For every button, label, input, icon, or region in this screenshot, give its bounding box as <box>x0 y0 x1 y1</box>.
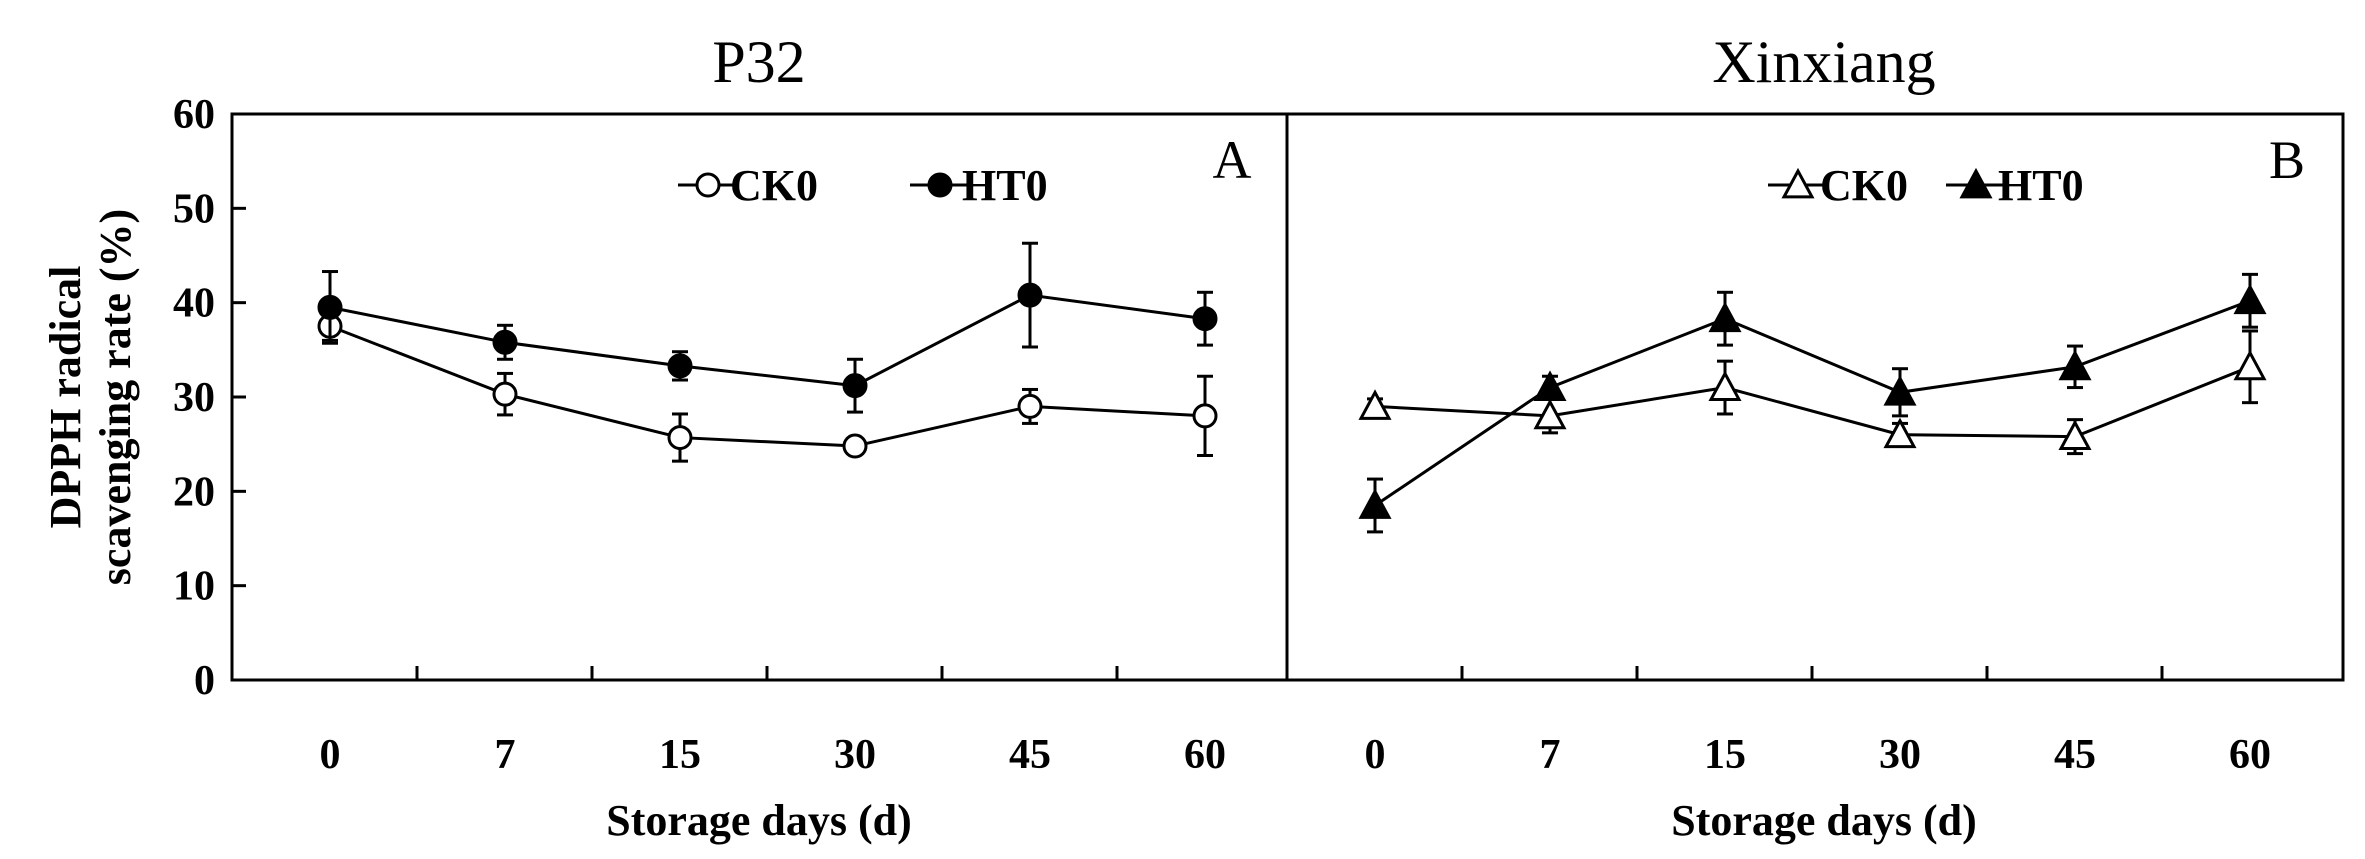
series-ht0-panel-b <box>1358 272 2267 534</box>
open-triangle-marker <box>2233 349 2267 381</box>
legend-label-ht0: HT0 <box>1998 161 2084 210</box>
filled-circle-marker <box>317 294 343 320</box>
x-tick-label: 60 <box>2229 732 2271 778</box>
open-triangle-marker <box>1708 370 1742 401</box>
panel-a-letter: A <box>1213 130 1252 190</box>
series-ck0-panel-b <box>1358 329 2267 456</box>
open-triangle-marker <box>1883 417 1917 449</box>
x-tick-label: 30 <box>834 732 876 778</box>
y-tick-label: 30 <box>173 375 215 421</box>
y-tick-label: 50 <box>173 186 215 232</box>
y-tick-label: 0 <box>194 658 215 704</box>
x-tick-label: 45 <box>1009 732 1051 778</box>
open-circle-marker <box>695 172 721 198</box>
panel-a-x-ticks: 0 7 15 30 45 60 <box>320 732 1227 778</box>
panel-a-legend: CK0 HT0 <box>730 161 1048 210</box>
panel-a-x-axis-label: Storage days (d) <box>606 796 912 845</box>
open-triangle-marker <box>2058 419 2092 451</box>
filled-triangle-marker <box>1708 301 1742 333</box>
filled-circle-marker <box>1192 306 1218 332</box>
legend-markers <box>678 167 2006 199</box>
x-tick-label: 60 <box>1184 732 1226 778</box>
x-tick-label: 45 <box>2054 732 2096 778</box>
series-line <box>329 293 1206 388</box>
open-triangle-marker <box>1358 389 1392 420</box>
x-tick-label: 7 <box>1540 732 1561 778</box>
filled-triangle-marker <box>1959 167 1993 199</box>
series-ck0-panel-a <box>317 310 1218 463</box>
x-tick-label: 7 <box>495 732 516 778</box>
filled-triangle-marker <box>1533 370 1567 401</box>
y-tick-label: 10 <box>173 564 215 610</box>
series-line <box>1374 299 2251 507</box>
panel-b-x-axis-label: Storage days (d) <box>1671 796 1977 845</box>
legend-label-ck0: CK0 <box>730 161 818 210</box>
y-axis-label-line2: scavenging rate (%) <box>91 209 140 585</box>
series-ht0-panel-a <box>317 241 1218 414</box>
filled-circle-marker <box>842 373 868 399</box>
filled-circle-marker <box>492 329 518 355</box>
panel-b-legend: CK0 HT0 <box>1820 161 2084 210</box>
filled-triangle-marker <box>1358 488 1392 519</box>
legend-label-ck0: CK0 <box>1820 161 1908 210</box>
y-tick-label: 40 <box>173 281 215 327</box>
panel-b-letter: B <box>2269 130 2305 190</box>
filled-triangle-marker <box>2058 349 2092 381</box>
x-tick-label: 15 <box>659 732 701 778</box>
filled-circle-marker <box>1017 282 1043 308</box>
y-axis-label-line1: DPPH radical <box>41 266 90 529</box>
x-tick-label: 15 <box>1704 732 1746 778</box>
open-triangle-marker <box>1533 398 1567 430</box>
panel-a-title: P32 <box>712 29 805 95</box>
y-tick-label: 60 <box>173 92 215 138</box>
filled-triangle-marker <box>1883 375 1917 406</box>
open-circle-marker <box>667 425 693 451</box>
filled-circle-marker <box>667 353 693 379</box>
panel-b-title: Xinxiang <box>1712 29 1935 95</box>
filled-triangle-marker <box>2233 283 2267 315</box>
x-tick-label: 0 <box>320 732 341 778</box>
open-circle-marker <box>1017 393 1043 419</box>
panel-b-x-ticks: 0 7 15 30 45 60 <box>1365 732 2272 778</box>
filled-circle-marker <box>927 172 953 198</box>
open-circle-marker <box>842 433 868 459</box>
legend-label-ht0: HT0 <box>962 161 1048 210</box>
open-circle-marker <box>492 381 518 407</box>
open-circle-marker <box>1192 403 1218 429</box>
open-triangle-marker <box>1781 167 1815 199</box>
axis-tick-marks <box>230 112 2345 682</box>
x-tick-label: 0 <box>1365 732 1386 778</box>
y-tick-label: 20 <box>173 469 215 515</box>
series-layer <box>317 241 2267 534</box>
y-axis-label: DPPH radical scavenging rate (%) <box>41 209 140 585</box>
series-line <box>329 324 1206 448</box>
x-tick-label: 30 <box>1879 732 1921 778</box>
y-axis-ticks: 0 10 20 30 40 50 60 <box>173 92 215 704</box>
series-line <box>1374 365 2251 439</box>
